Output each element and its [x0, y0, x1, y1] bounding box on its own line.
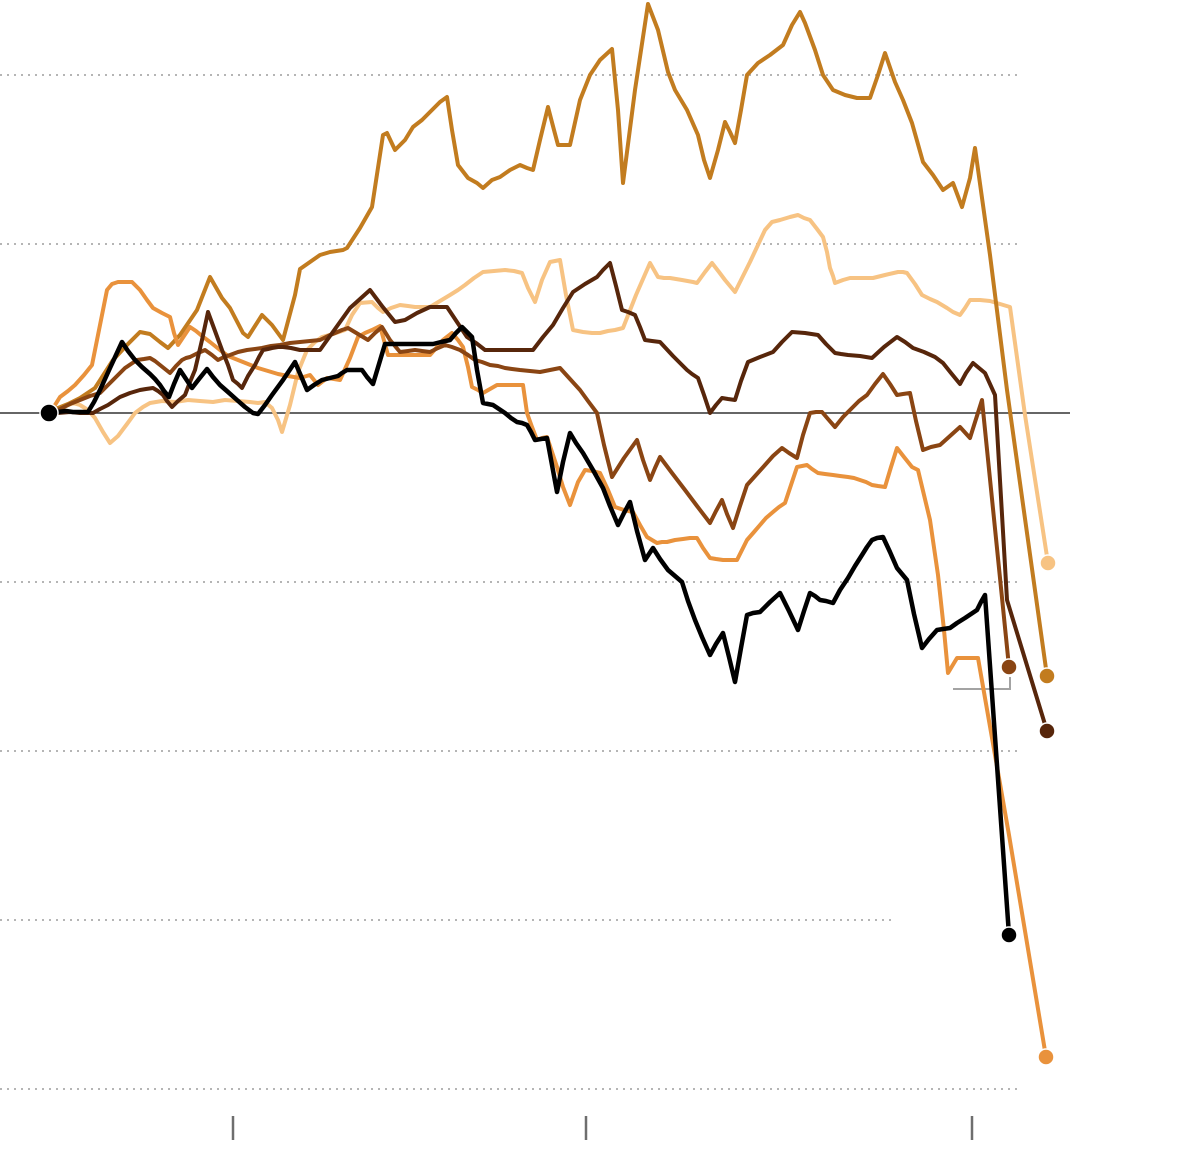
series-tan-line [48, 213, 1050, 564]
series-dark-brown-end-dot [1038, 722, 1056, 740]
series-tan-end-dot [1039, 554, 1057, 572]
series-orange-line [47, 280, 1048, 1058]
series-ochre-end-dot [1038, 667, 1056, 685]
series-black-end-dot [1000, 926, 1018, 944]
series-ochre-line [48, 2, 1049, 677]
start-dot [39, 403, 59, 423]
series-dark-brown-line [49, 261, 1049, 732]
annotation-bracket [953, 677, 1011, 690]
series-black-line [48, 324, 1012, 936]
series-medium-brown-line [48, 325, 1011, 668]
series-orange-end-dot [1037, 1048, 1055, 1066]
series-medium-brown-end-dot [1000, 658, 1018, 676]
